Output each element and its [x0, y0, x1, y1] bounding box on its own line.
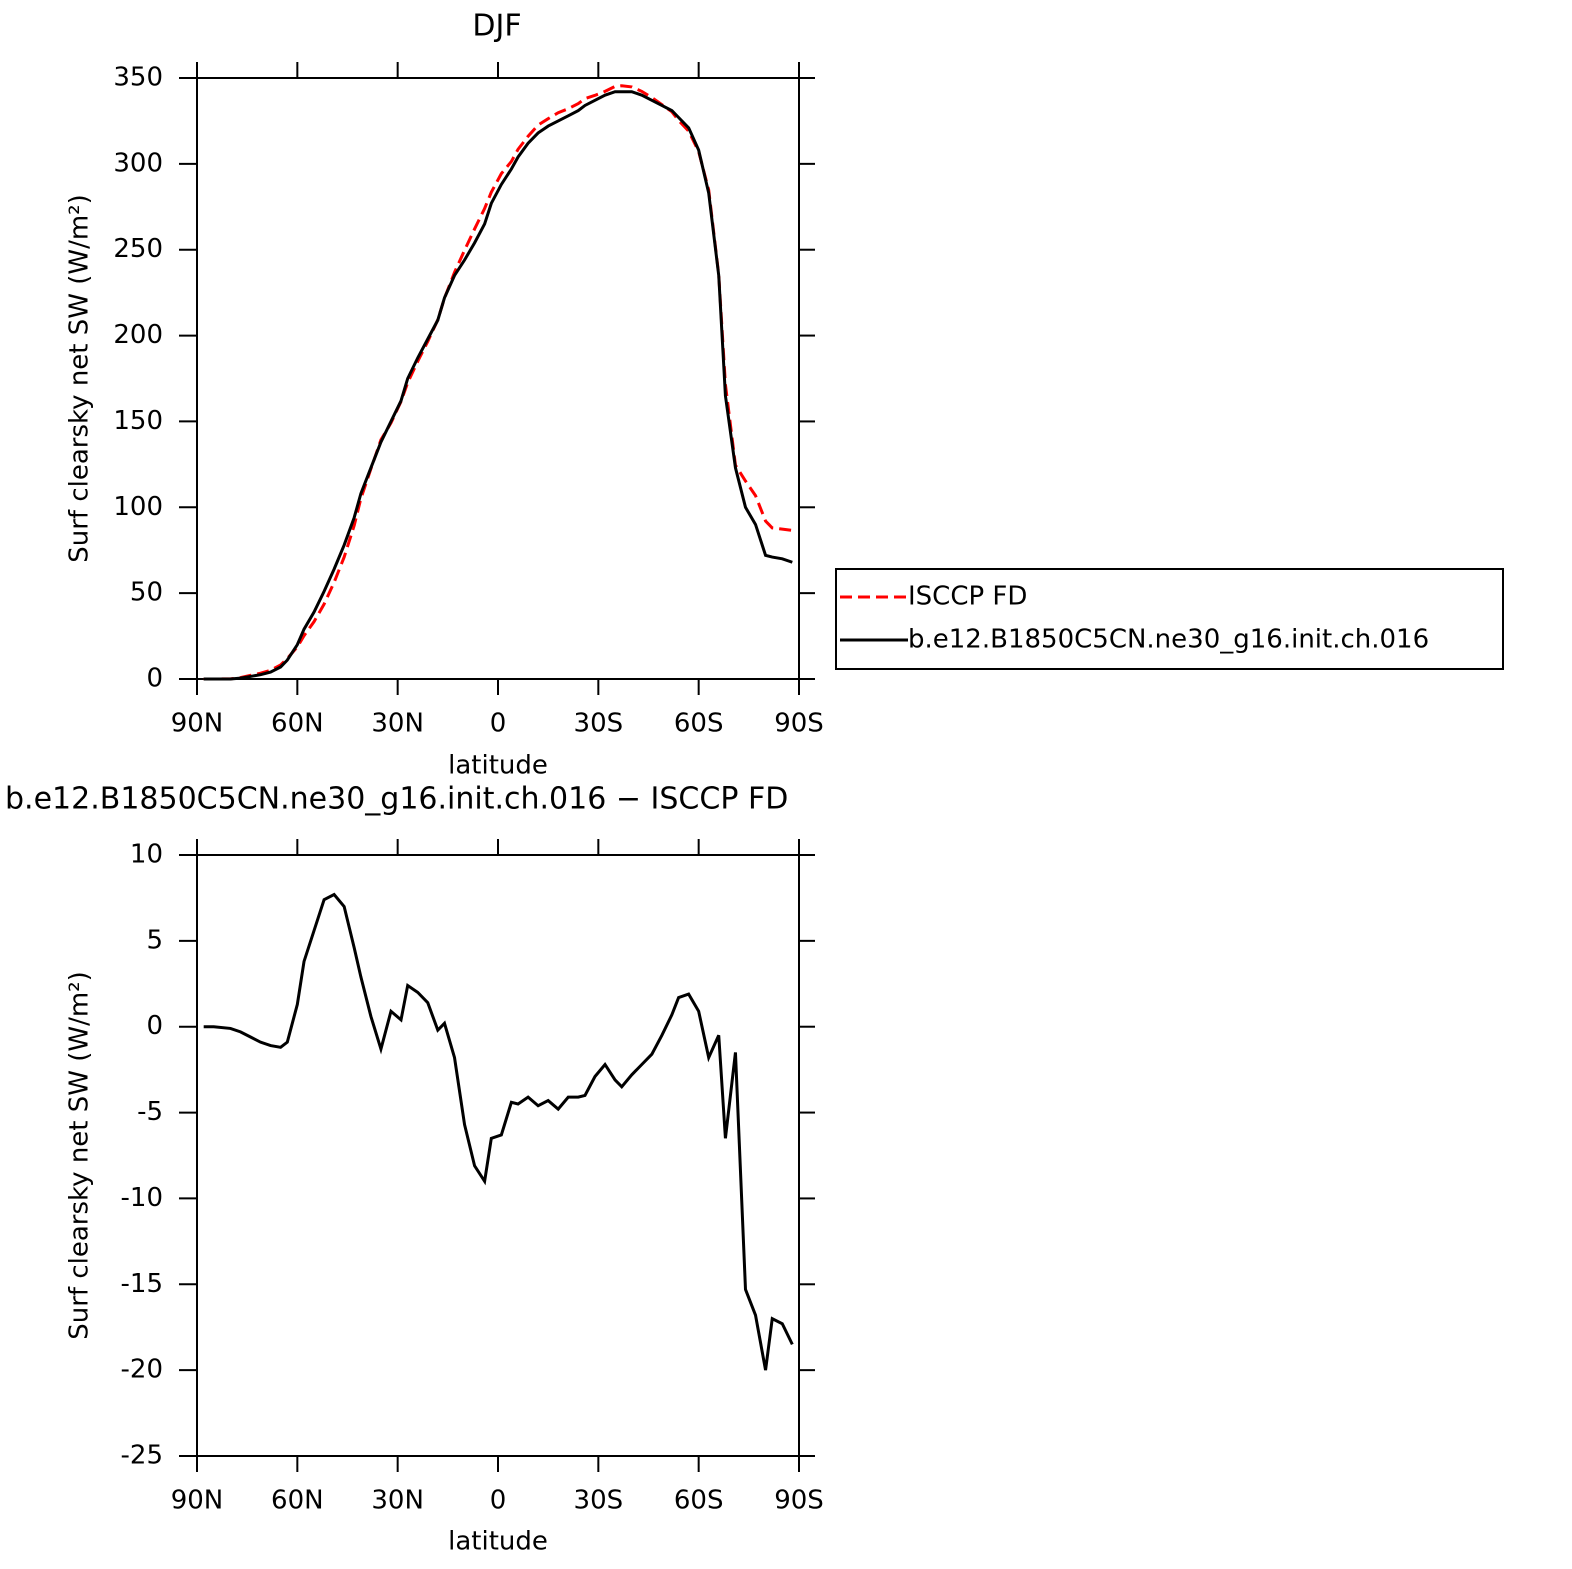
x-tick-label: 30S [574, 709, 624, 739]
y-tick-label: -5 [137, 1097, 163, 1127]
chart-title: DJF [472, 9, 521, 44]
x-tick-label: 0 [490, 1486, 507, 1516]
x-tick-label: 90N [171, 1486, 224, 1516]
x-tick-label: 90S [774, 1486, 824, 1516]
y-tick-label: 150 [113, 406, 163, 436]
legend-label: ISCCP FD [908, 582, 1027, 612]
y-tick-label: -15 [121, 1269, 163, 1299]
x-tick-label: 30N [371, 709, 424, 739]
y-tick-label: -20 [121, 1355, 163, 1385]
y-tick-label: 10 [130, 840, 163, 870]
plot-frame [196, 854, 800, 1457]
x-tick-label: 30N [371, 1486, 424, 1516]
x-tick-label: 60N [271, 1486, 324, 1516]
x-tick-label: 90S [774, 709, 824, 739]
legend-box [835, 568, 1504, 670]
y-tick-label: -25 [121, 1441, 163, 1471]
y-tick-label: 350 [113, 63, 163, 93]
plot-frame [196, 77, 800, 680]
x-tick-label: 90N [171, 709, 224, 739]
y-tick-label: 200 [113, 320, 163, 350]
y-tick-label: 5 [146, 925, 163, 955]
y-tick-label: 250 [113, 234, 163, 264]
y-tick-label: 0 [146, 1011, 163, 1041]
y-axis-label: Surf clearsky net SW (W/m²) [65, 194, 95, 562]
x-tick-label: 0 [490, 709, 507, 739]
chart-title: b.e12.B1850C5CN.ne30_g16.init.ch.016 − I… [5, 782, 788, 817]
series-line [203, 892, 794, 1371]
x-tick-label: 60N [271, 709, 324, 739]
x-tick-label: 60S [674, 709, 724, 739]
series-line [203, 90, 793, 681]
y-axis-label: Surf clearsky net SW (W/m²) [65, 971, 95, 1339]
y-tick-label: 50 [130, 578, 163, 608]
x-axis-label: latitude [448, 751, 548, 781]
y-tick-label: 300 [113, 148, 163, 178]
x-tick-label: 60S [674, 1486, 724, 1516]
legend-label: b.e12.B1850C5CN.ne30_g16.init.ch.016 [908, 625, 1429, 655]
x-tick-label: 30S [574, 1486, 624, 1516]
y-tick-label: 0 [146, 664, 163, 694]
y-tick-label: -10 [121, 1183, 163, 1213]
x-axis-label: latitude [448, 1527, 548, 1557]
y-tick-label: 100 [113, 492, 163, 522]
